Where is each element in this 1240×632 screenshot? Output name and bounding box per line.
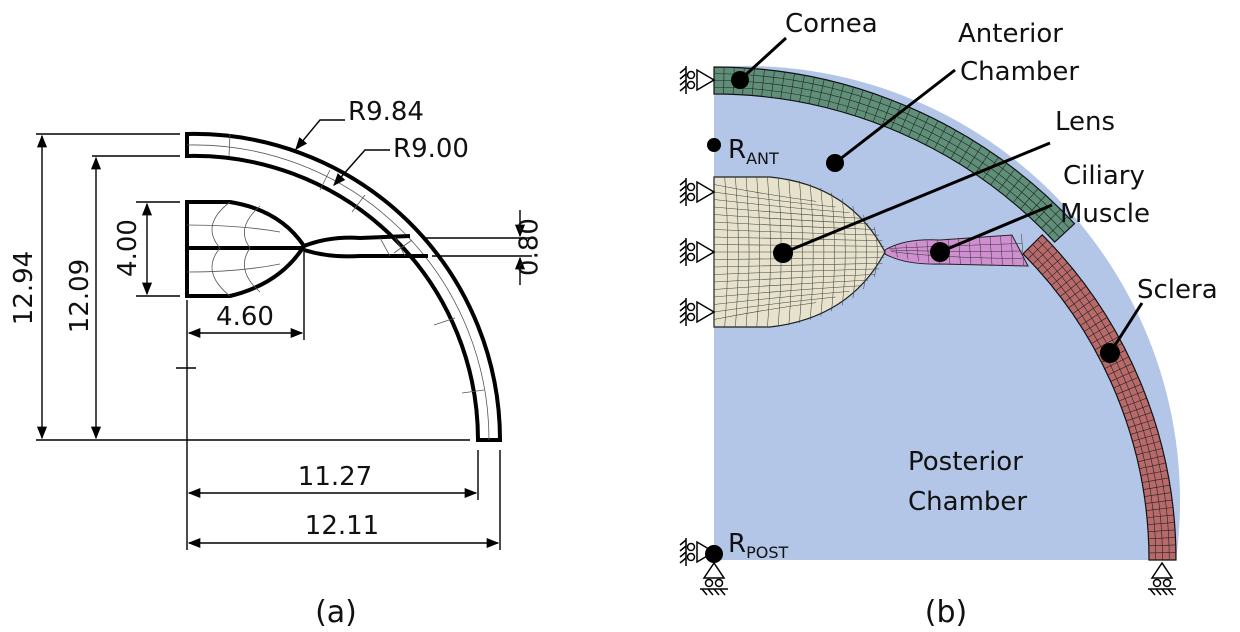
leader-r-outer [295,119,345,150]
label-anterior-line1: Anterior [958,19,1063,49]
roller-support-icon [679,238,716,266]
leader-r-inner [333,149,390,186]
marker-sclera [1100,343,1120,363]
roller-support-icon [679,538,716,566]
ciliary-hairlines [379,236,406,257]
caption-b: (b) [925,595,967,630]
label-lens: Lens [1055,107,1115,137]
label-r-post-sub: POST [746,543,788,562]
dim-11-27: 11.27 [298,462,372,492]
marker-ciliary [930,242,950,262]
caption-a: (a) [315,595,357,630]
leader-cornea [738,36,788,82]
label-cornea: Cornea [785,9,878,39]
lens-hairlines [186,201,281,297]
extension-lines [36,133,532,550]
label-r-ant: RANT [728,135,779,168]
roller-support-icon [679,298,716,326]
marker-lens [773,243,793,263]
dim-0-80: 0.80 [515,218,545,276]
leader-lens [782,141,1051,255]
label-r-post: RPOST [728,529,788,562]
marker-cornea [731,71,749,89]
label-posterior-line1: Posterior [908,447,1023,477]
roller-support-icon [679,178,716,206]
label-r-post-main: R [728,529,746,559]
dim-r-inner: R9.00 [393,134,469,164]
dim-12-09: 12.09 [65,259,95,333]
label-posterior-line2: Chamber [908,487,1027,517]
ciliary-outline [303,234,428,259]
dim-12-11: 12.11 [305,511,379,541]
dim-4-60: 4.60 [216,302,274,332]
label-leaders [738,36,1144,354]
reference-point-post [705,545,723,563]
vitreous-region [714,65,1181,560]
reference-point-ant [707,138,721,152]
roller-support-icon [1148,561,1176,596]
label-sclera: Sclera [1137,275,1218,305]
roller-support-icon [679,66,716,94]
label-anterior-line2: Chamber [960,57,1079,87]
cornea-mesh [713,66,1076,243]
label-r-ant-sub: ANT [746,149,779,168]
dim-4-00: 4.00 [113,219,143,277]
panel-a-dimension-drawing: R9.84 R9.00 0.80 4.00 4.60 12.94 12.09 1… [9,97,545,630]
label-r-ant-main: R [728,135,746,165]
mesh-layers [713,66,1177,561]
dimension-lines [36,119,526,549]
leader-anterior [834,68,956,165]
leader-ciliary [939,203,1053,254]
dim-r-outer: R9.84 [348,97,424,127]
boundary-supports [679,66,1176,596]
roller-support-icon [700,561,728,596]
panel-b-fe-mesh: Cornea Anterior Chamber Lens Ciliary Mus… [679,9,1218,630]
label-ciliary-line2: Muscle [1060,199,1150,229]
label-ciliary-line1: Ciliary [1063,161,1145,191]
sclera-mesh [1022,233,1177,561]
eye-wall-outline [185,131,503,442]
marker-anterior [826,154,844,172]
lens-mesh [713,176,886,328]
wall-hairlines [186,133,490,441]
dim-12-94: 12.94 [9,251,39,325]
